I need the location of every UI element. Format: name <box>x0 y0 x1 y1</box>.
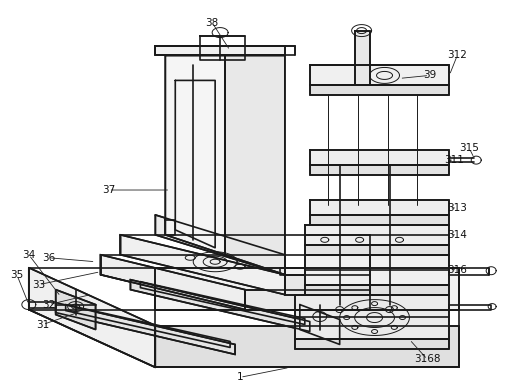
Polygon shape <box>244 290 369 310</box>
Polygon shape <box>284 275 369 295</box>
Polygon shape <box>294 295 448 340</box>
Text: 36: 36 <box>42 253 55 263</box>
Polygon shape <box>29 268 155 367</box>
Polygon shape <box>309 165 448 175</box>
Text: 38: 38 <box>205 18 218 28</box>
Text: 39: 39 <box>422 70 435 80</box>
Polygon shape <box>304 285 448 295</box>
Polygon shape <box>100 255 244 310</box>
Polygon shape <box>299 305 339 345</box>
Polygon shape <box>155 215 284 275</box>
Text: 33: 33 <box>32 280 45 290</box>
Text: 34: 34 <box>22 250 35 260</box>
Text: 1: 1 <box>236 372 243 382</box>
Text: 32: 32 <box>42 300 55 310</box>
Polygon shape <box>354 30 369 85</box>
Text: 316: 316 <box>446 265 466 275</box>
Polygon shape <box>155 326 459 367</box>
Text: 3168: 3168 <box>413 355 440 364</box>
Text: 311: 311 <box>443 155 463 165</box>
Text: 313: 313 <box>446 203 466 213</box>
Polygon shape <box>309 85 448 95</box>
Polygon shape <box>304 245 448 255</box>
Text: 31: 31 <box>36 320 49 330</box>
Polygon shape <box>155 45 284 55</box>
Polygon shape <box>165 55 225 255</box>
Polygon shape <box>294 340 448 350</box>
Text: 314: 314 <box>446 230 466 240</box>
Polygon shape <box>304 255 448 285</box>
Polygon shape <box>309 200 448 215</box>
Polygon shape <box>225 55 284 275</box>
Polygon shape <box>309 150 448 165</box>
Polygon shape <box>309 65 448 85</box>
Polygon shape <box>56 290 95 330</box>
Text: 35: 35 <box>10 270 23 280</box>
Text: 312: 312 <box>446 50 466 60</box>
Polygon shape <box>130 280 309 331</box>
Text: 315: 315 <box>459 143 478 153</box>
Polygon shape <box>56 303 235 355</box>
Text: 37: 37 <box>102 185 115 195</box>
Polygon shape <box>309 215 448 225</box>
Polygon shape <box>120 235 284 295</box>
Polygon shape <box>304 225 448 245</box>
Polygon shape <box>155 268 459 310</box>
